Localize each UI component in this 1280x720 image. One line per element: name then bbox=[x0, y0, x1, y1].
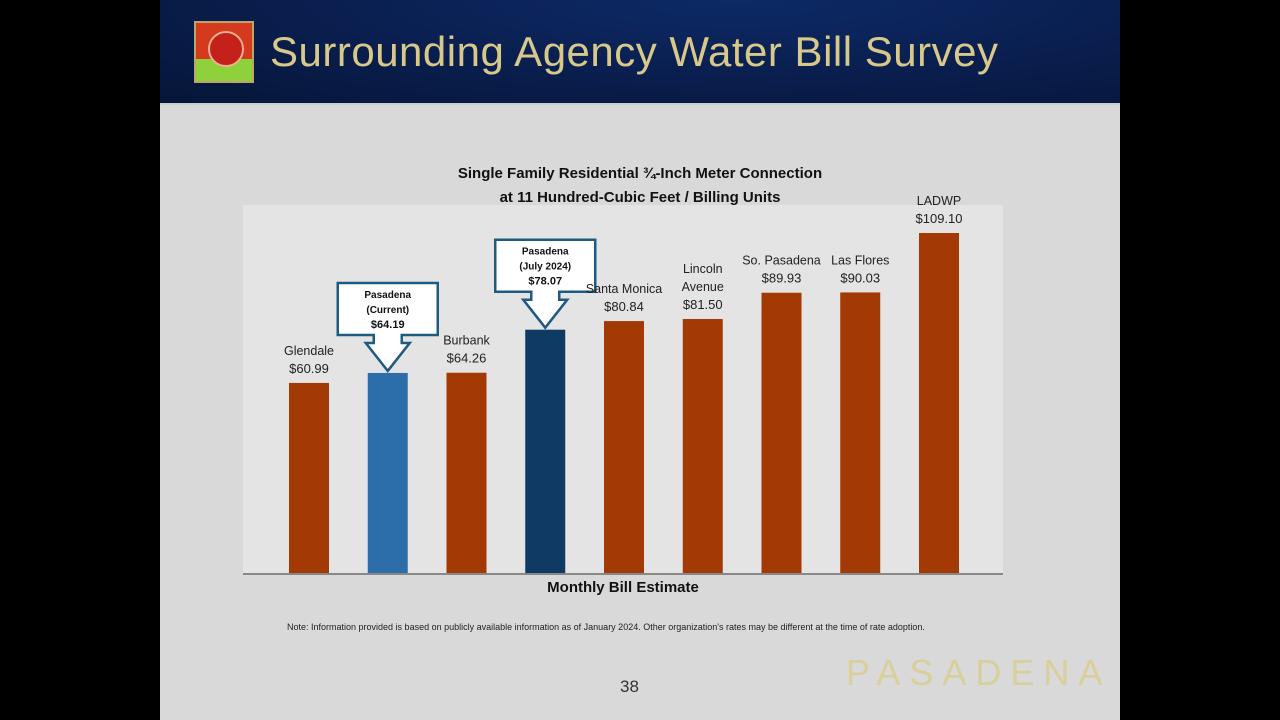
callout-box bbox=[336, 281, 439, 373]
header-banner: Surrounding Agency Water Bill Survey bbox=[160, 0, 1120, 105]
category-label: Glendale bbox=[284, 344, 334, 358]
slide-title: Surrounding Agency Water Bill Survey bbox=[270, 28, 999, 75]
pasadena-wordmark: PASADENA bbox=[846, 652, 1112, 693]
bar bbox=[446, 372, 487, 573]
data-label: $64.19 bbox=[371, 319, 405, 331]
bar bbox=[525, 329, 566, 573]
footnote: Note: Information provided is based on p… bbox=[287, 622, 925, 632]
category-label: (July 2024) bbox=[519, 262, 571, 273]
data-label: $78.07 bbox=[528, 276, 562, 288]
category-label: Pasadena bbox=[522, 247, 569, 258]
bar bbox=[604, 321, 644, 573]
bar bbox=[840, 292, 881, 573]
data-label: $90.03 bbox=[840, 270, 880, 285]
bar bbox=[289, 382, 329, 573]
bar bbox=[761, 292, 802, 573]
category-label: Lincoln bbox=[683, 262, 723, 276]
data-label: $81.50 bbox=[683, 297, 723, 312]
bar bbox=[682, 319, 723, 573]
x-axis-label: Monthly Bill Estimate bbox=[547, 579, 699, 596]
category-label: Avenue bbox=[682, 280, 724, 294]
category-label: So. Pasadena bbox=[742, 254, 821, 268]
data-label: $89.93 bbox=[762, 271, 802, 286]
category-label: LADWP bbox=[917, 194, 961, 208]
bar bbox=[367, 372, 408, 573]
category-label: (Current) bbox=[366, 305, 409, 316]
category-label: Pasadena bbox=[364, 290, 411, 301]
category-label: Santa Monica bbox=[586, 282, 662, 296]
chart-subtitle: at 11 Hundred-Cubic Feet / Billing Units bbox=[499, 189, 781, 206]
callout-box bbox=[494, 238, 597, 330]
chart-title: Single Family Residential ¾-Inch Meter C… bbox=[457, 165, 823, 182]
rose-logo-icon bbox=[194, 21, 254, 83]
category-label: Burbank bbox=[443, 334, 490, 348]
data-label: $64.26 bbox=[447, 351, 487, 366]
category-label: Las Flores bbox=[831, 253, 889, 267]
data-label: $60.99 bbox=[289, 361, 329, 376]
bar bbox=[919, 233, 959, 573]
data-label: $80.84 bbox=[604, 299, 644, 314]
data-label: $109.10 bbox=[916, 211, 963, 226]
page-number: 38 bbox=[620, 677, 639, 696]
